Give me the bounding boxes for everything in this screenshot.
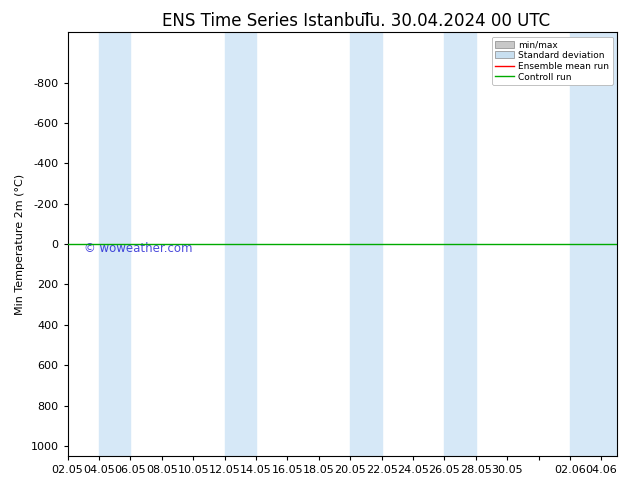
- Text: Tu. 30.04.2024 00 UTC: Tu. 30.04.2024 00 UTC: [363, 12, 550, 30]
- Legend: min/max, Standard deviation, Ensemble mean run, Controll run: min/max, Standard deviation, Ensemble me…: [492, 37, 612, 85]
- Bar: [224, 32, 256, 456]
- Text: © woweather.com: © woweather.com: [84, 242, 193, 255]
- Bar: [99, 32, 131, 456]
- Bar: [350, 32, 382, 456]
- Y-axis label: Min Temperature 2m (°C): Min Temperature 2m (°C): [15, 173, 25, 315]
- Bar: [570, 32, 617, 456]
- Text: ENS Time Series Istanbul: ENS Time Series Istanbul: [162, 12, 370, 30]
- Bar: [444, 32, 476, 456]
